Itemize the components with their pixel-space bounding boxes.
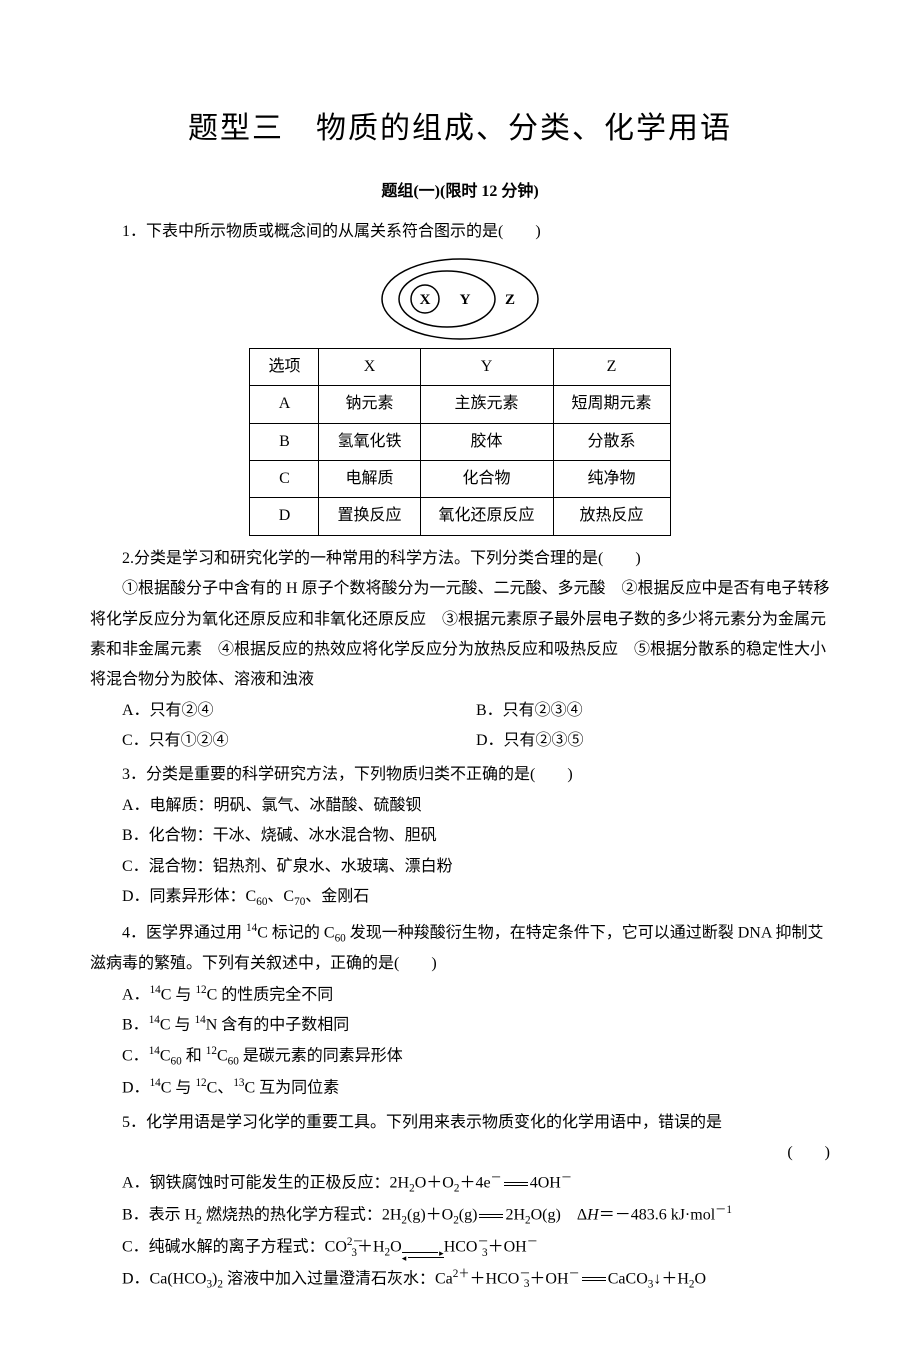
th-x: X	[319, 348, 420, 385]
q2-opt-d: D．只有②③⑤	[476, 726, 830, 756]
question-2: 2.分类是学习和研究化学的一种常用的科学方法。下列分类合理的是( ) ①根据酸分…	[90, 544, 830, 757]
q3-opt-d: D．同素异形体：C60、C70、金刚石	[90, 882, 830, 913]
q5-options: A．钢铁腐蚀时可能发生的正极反应：2H2O＋O2＋4e－4OH－ B．表示 H2…	[90, 1168, 830, 1295]
table-row: A钠元素主族元素短周期元素	[250, 386, 670, 423]
th-y: Y	[420, 348, 553, 385]
q5-stem: 5．化学用语是学习化学的重要工具。下列用来表示物质变化的化学用语中，错误的是	[90, 1108, 830, 1138]
q5-opt-c: C．纯碱水解的离子方程式：CO2－3＋H2O▸◂HCO－3＋OH－	[90, 1232, 830, 1264]
question-3: 3．分类是重要的科学研究方法，下列物质归类不正确的是( ) A．电解质：明矾、氯…	[90, 760, 830, 913]
q5-paren: ( )	[90, 1138, 830, 1168]
q3-opt-a: A．电解质：明矾、氯气、冰醋酸、硫酸钡	[90, 791, 830, 821]
q1-table: 选项 X Y Z A钠元素主族元素短周期元素 B氢氧化铁胶体分散系 C电解质化合…	[249, 348, 670, 536]
q4-opt-d: D．14C 与 12C、13C 互为同位素	[90, 1073, 830, 1104]
q3-opt-c: C．混合物：铝热剂、矿泉水、水玻璃、漂白粉	[90, 852, 830, 882]
q2-opt-c: C．只有①②④	[122, 726, 476, 756]
q2-stem: 2.分类是学习和研究化学的一种常用的科学方法。下列分类合理的是( )	[90, 544, 830, 574]
q4-opt-a: A．14C 与 12C 的性质完全不同	[90, 980, 830, 1011]
q5-opt-d: D．Ca(HCO3)2 溶液中加入过量澄清石灰水：Ca2＋＋HCO－3＋OH－C…	[90, 1264, 830, 1296]
q2-body: ①根据酸分子中含有的 H 原子个数将酸分为一元酸、二元酸、多元酸 ②根据反应中是…	[90, 574, 830, 696]
q3-options: A．电解质：明矾、氯气、冰醋酸、硫酸钡 B．化合物：干冰、烧碱、冰水混合物、胆矾…	[90, 791, 830, 914]
question-5: 5．化学用语是学习化学的重要工具。下列用来表示物质变化的化学用语中，错误的是 (…	[90, 1108, 830, 1296]
table-row: C电解质化合物纯净物	[250, 460, 670, 497]
q4-stem: 4．医学界通过用 14C 标记的 C60 发现一种羧酸衍生物，在特定条件下，它可…	[90, 918, 830, 980]
table-header-row: 选项 X Y Z	[250, 348, 670, 385]
q2-options: A．只有②④ B．只有②③④ C．只有①②④ D．只有②③⑤	[90, 696, 830, 757]
q5-opt-b: B．表示 H2 燃烧热的热化学方程式：2H2(g)＋O2(g)2H2O(g) Δ…	[90, 1200, 830, 1232]
page-title: 题型三 物质的组成、分类、化学用语	[90, 100, 830, 157]
equals-line-icon	[479, 1214, 503, 1218]
q5-opt-a: A．钢铁腐蚀时可能发生的正极反应：2H2O＋O2＋4e－4OH－	[90, 1168, 830, 1200]
venn-z: Z	[505, 292, 515, 308]
page-subtitle: 题组(一)(限时 12 分钟)	[90, 177, 830, 207]
q2-opt-a: A．只有②④	[122, 696, 476, 726]
question-1: 1．下表中所示物质或概念间的从属关系符合图示的是( ) X Y Z 选项 X Y…	[90, 217, 830, 535]
question-4: 4．医学界通过用 14C 标记的 C60 发现一种羧酸衍生物，在特定条件下，它可…	[90, 918, 830, 1104]
equals-line-icon	[582, 1277, 606, 1281]
q4-opt-c: C．14C60 和 12C60 是碳元素的同素异形体	[90, 1041, 830, 1073]
th-option: 选项	[250, 348, 319, 385]
venn-y: Y	[460, 292, 471, 308]
venn-diagram: X Y Z	[370, 256, 550, 342]
table-row: B氢氧化铁胶体分散系	[250, 423, 670, 460]
venn-x: X	[420, 292, 431, 308]
q3-stem: 3．分类是重要的科学研究方法，下列物质归类不正确的是( )	[90, 760, 830, 790]
q3-opt-b: B．化合物：干冰、烧碱、冰水混合物、胆矾	[90, 821, 830, 851]
equals-line-icon	[504, 1182, 528, 1186]
q4-opt-b: B．14C 与 14N 含有的中子数相同	[90, 1010, 830, 1041]
q2-opt-b: B．只有②③④	[476, 696, 830, 726]
table-row: D置换反应氧化还原反应放热反应	[250, 498, 670, 535]
th-z: Z	[553, 348, 670, 385]
q4-options: A．14C 与 12C 的性质完全不同 B．14C 与 14N 含有的中子数相同…	[90, 980, 830, 1104]
q1-stem: 1．下表中所示物质或概念间的从属关系符合图示的是( )	[90, 217, 830, 247]
